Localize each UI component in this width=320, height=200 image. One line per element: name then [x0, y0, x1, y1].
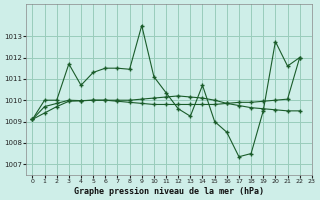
X-axis label: Graphe pression niveau de la mer (hPa): Graphe pression niveau de la mer (hPa) — [74, 187, 264, 196]
